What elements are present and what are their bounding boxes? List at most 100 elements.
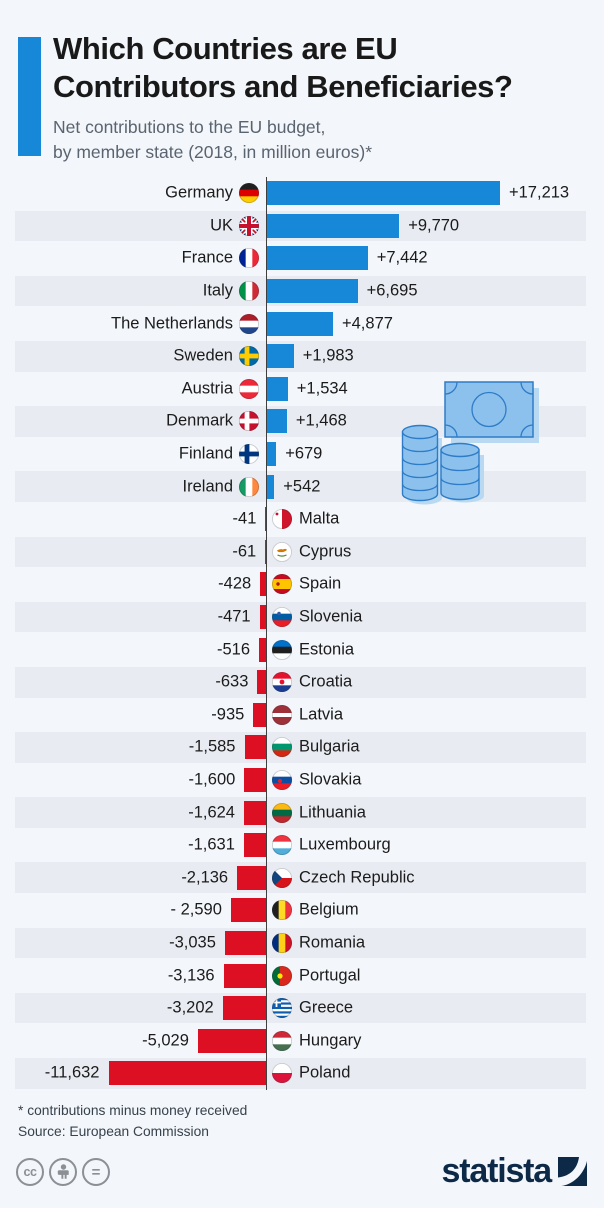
positive-value-bar [267,279,358,304]
negative-value-bar [259,637,266,662]
bar-chart: Germany +17,213 UK +9,770 France +7,442 Ita… [0,177,604,1090]
negative-value-bar [260,572,266,597]
ireland-flag-icon [238,476,260,497]
croatia-flag-icon [271,672,293,693]
value-label: -3,136 [167,966,215,985]
value-label: +1,983 [302,346,354,365]
country-label: Greece [299,998,354,1017]
chart-row-germany: Germany +17,213 [0,177,604,210]
value-label: +1,534 [296,379,348,398]
no-derivatives-icon: = [82,1158,110,1186]
statista-logo-text: statista [441,1152,553,1190]
country-label: Poland [299,1063,351,1082]
slovakia-flag-icon [271,769,293,790]
country-label: Croatia [299,672,353,691]
value-label: -1,585 [188,737,236,756]
value-label: -935 [211,705,245,724]
negative-value-bar [243,833,266,858]
value-label: -1,631 [188,835,235,854]
country-label: Spain [299,574,342,593]
chart-row-finland: Finland +679 [0,438,604,471]
country-label: Hungary [299,1031,362,1050]
value-label: -2,136 [181,868,229,887]
luxembourg-flag-icon [271,835,293,856]
germany-flag-icon [238,183,260,204]
value-label: +7,442 [376,248,428,267]
negative-value-bar [222,996,266,1021]
value-label: -3,035 [169,933,216,952]
chart-row-poland: Poland -11,632 [0,1057,604,1090]
chart-row-france: France +7,442 [0,242,604,275]
positive-value-bar [267,409,287,434]
the-netherlands-flag-icon [238,313,260,334]
country-label: Italy [202,281,233,300]
title-line-1: Which Countries are EU [53,31,398,66]
positive-value-bar [267,311,333,336]
chart-row-latvia: Latvia -935 [0,699,604,732]
value-label: +4,877 [342,314,393,333]
country-label: Bulgaria [299,737,360,756]
chart-row-luxembourg: Luxembourg -1,631 [0,829,604,862]
france-flag-icon [238,248,260,269]
negative-value-bar [244,767,266,792]
malta-flag-icon [271,509,293,530]
estonia-flag-icon [271,639,293,660]
country-label: Ireland [182,477,233,496]
statista-logo-icon [558,1157,587,1186]
positive-value-bar [267,344,294,369]
subtitle-line-1: Net contributions to the EU budget, [53,117,326,137]
value-label: -471 [217,607,251,626]
finland-flag-icon [238,444,260,465]
value-label: +542 [283,477,321,496]
banknote-and-coins-icon [401,381,539,505]
value-label: +679 [285,444,323,463]
slovenia-flag-icon [271,607,293,628]
chart-row-greece: Greece -3,202 [0,992,604,1025]
value-label: -5,029 [142,1031,189,1050]
spain-flag-icon [271,574,293,595]
country-label: France [181,248,233,267]
negative-value-bar [224,930,266,955]
value-label: +17,213 [509,183,570,202]
page-title: Which Countries are EU Contributors and … [53,30,513,106]
page-subtitle: Net contributions to the EU budget, by m… [53,115,372,164]
bulgaria-flag-icon [271,737,293,758]
subtitle-line-2: by member state (2018, in million euros)… [53,141,373,162]
negative-value-bar [108,1061,266,1086]
country-label: Latvia [299,705,344,724]
denmark-flag-icon [238,411,260,432]
source-text: Source: European Commission [18,1123,209,1139]
cyprus-flag-icon [271,541,293,562]
negative-value-bar [244,800,266,825]
value-label: -1,624 [188,803,235,822]
country-label: Austria [181,379,233,398]
chart-row-portugal: Portugal -3,136 [0,959,604,992]
austria-flag-icon [238,378,260,399]
cc-icon: cc [16,1158,44,1186]
license-badges: cc = [16,1158,110,1186]
country-label: Denmark [166,411,233,430]
chart-row-belgium: Belgium - 2,590 [0,894,604,927]
value-label: -516 [216,640,250,659]
chart-row-estonia: Estonia -516 [0,633,604,666]
value-label: -3,202 [166,998,214,1017]
negative-value-bar [259,605,266,630]
person-glyph [57,1164,69,1179]
chart-row-italy: Italy +6,695 [0,275,604,308]
attribution-icon [49,1158,77,1186]
chart-row-austria: Austria +1,534 [0,373,604,406]
chart-row-czech-republic: Czech Republic -2,136 [0,861,604,894]
negative-value-bar [244,735,266,760]
chart-row-lithuania: Lithuania -1,624 [0,796,604,829]
title-accent-bar [18,37,41,156]
chart-row-spain: Spain -428 [0,568,604,601]
lithuania-flag-icon [271,802,293,823]
poland-flag-icon [271,1063,293,1084]
country-label: Slovenia [299,607,363,626]
negative-value-bar [253,702,266,727]
chart-row-hungary: Hungary -5,029 [0,1024,604,1057]
uk-flag-icon [238,215,260,236]
romania-flag-icon [271,932,293,953]
zero-axis-line [266,177,268,1090]
